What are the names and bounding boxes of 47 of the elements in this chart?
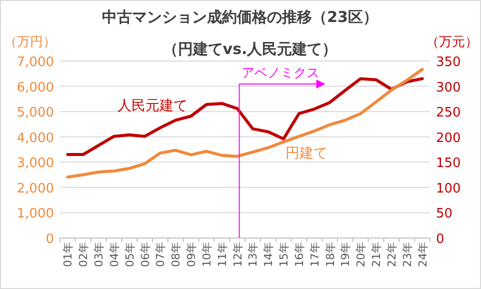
y2-tick-label: 150 bbox=[436, 156, 461, 172]
x-tick-label: 02年 bbox=[77, 242, 90, 267]
x-tick-label: 10年 bbox=[200, 242, 214, 267]
y2-tick-label: 350 bbox=[436, 55, 461, 70]
y-tick-label: 4,000 bbox=[16, 130, 54, 146]
ref-line-label: アベノミクス bbox=[241, 66, 320, 81]
y-tick-label: 5,000 bbox=[16, 106, 54, 121]
x-tick-label: 19年 bbox=[339, 242, 352, 267]
y-tick-label: 2,000 bbox=[16, 181, 54, 196]
x-tick-label: 20年 bbox=[354, 242, 368, 267]
x-tick-label: 05年 bbox=[123, 242, 136, 267]
y-tick-label: 7,000 bbox=[16, 55, 54, 70]
x-tick-label: 04年 bbox=[108, 242, 121, 267]
y2-axis-title: （万元） bbox=[426, 35, 478, 50]
y2-tick-label: 0 bbox=[436, 232, 444, 247]
y-tick-label: 3,000 bbox=[16, 156, 54, 172]
x-tick-label: 01年 bbox=[62, 242, 75, 267]
y2-tick-label: 200 bbox=[436, 130, 461, 146]
y-tick-label: 0 bbox=[46, 232, 54, 247]
x-tick-label: 14年 bbox=[262, 242, 276, 267]
x-tick-label: 21年 bbox=[370, 242, 384, 267]
x-tick-label: 03年 bbox=[92, 242, 106, 267]
x-tick-label: 09年 bbox=[185, 242, 198, 267]
x-tick-label: 22年 bbox=[385, 242, 398, 267]
x-tick-label: 07年 bbox=[154, 242, 168, 267]
y2-tick-label: 100 bbox=[436, 181, 461, 196]
x-tick-label: 08年 bbox=[170, 242, 183, 267]
chart-subtitle: （円建てvs.人民元建て） bbox=[162, 40, 338, 58]
x-tick-label: 24年 bbox=[416, 242, 430, 267]
y2-tick-label: 300 bbox=[436, 80, 461, 96]
x-tick-label: 17年 bbox=[308, 242, 322, 267]
y-tick-label: 6,000 bbox=[16, 80, 54, 96]
x-tick-label: 11年 bbox=[216, 242, 229, 267]
x-tick-label: 23年 bbox=[400, 242, 414, 267]
y-tick-label: 1,000 bbox=[16, 206, 54, 222]
chart-title: 中古マンション成約価格の推移（23区） bbox=[102, 8, 378, 26]
series-label: 人民元建て bbox=[118, 98, 188, 114]
series-label: 円建て bbox=[286, 146, 328, 162]
x-tick-label: 16年 bbox=[292, 242, 306, 267]
y-axis-title: （万円） bbox=[4, 35, 56, 50]
x-tick-label: 12年 bbox=[231, 242, 244, 267]
x-tick-label: 13年 bbox=[246, 242, 260, 267]
y2-tick-label: 50 bbox=[436, 206, 453, 222]
x-tick-label: 06年 bbox=[138, 242, 152, 267]
x-tick-label: 18年 bbox=[324, 242, 337, 267]
y2-tick-label: 250 bbox=[436, 106, 461, 121]
x-tick-label: 15年 bbox=[278, 242, 291, 267]
